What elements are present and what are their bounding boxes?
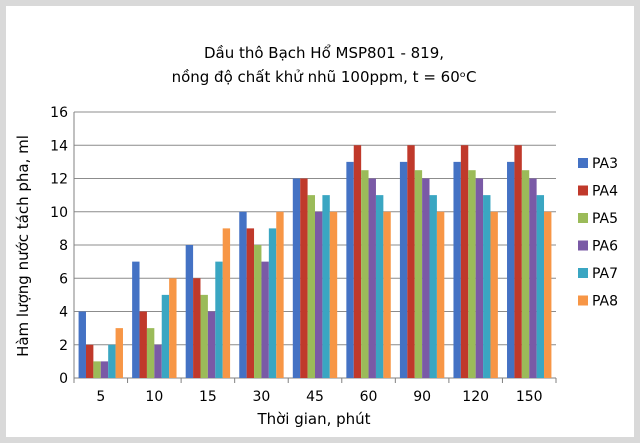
x-tick-label: 150 <box>516 389 543 405</box>
y-axis-label: Hàm lượng nước tách pha, ml <box>14 135 32 357</box>
bar-PA5-60 <box>361 170 369 378</box>
x-tick-label: 90 <box>413 389 431 405</box>
bar-PA3-10 <box>132 261 140 378</box>
bar-PA4-120 <box>460 145 469 378</box>
bars-layer <box>78 145 552 378</box>
bar-PA4-30 <box>246 228 255 378</box>
legend-swatch-PA6 <box>578 240 588 251</box>
legend-label-PA6: PA6 <box>592 239 618 255</box>
bar-PA6-15 <box>207 311 216 378</box>
bar-PA3-120 <box>453 161 461 378</box>
bar-PA5-10 <box>146 328 155 378</box>
bar-PA4-90 <box>407 145 415 378</box>
legend-swatch-PA7 <box>578 268 588 278</box>
y-tick-label: 6 <box>59 271 68 287</box>
bar-PA5-5 <box>93 361 101 378</box>
bar-PA8-30 <box>276 211 284 378</box>
x-tick-label: 5 <box>96 389 105 405</box>
x-tick-label: 10 <box>145 389 163 405</box>
legend-label-PA4: PA4 <box>592 184 618 200</box>
bar-PA8-120 <box>490 211 498 378</box>
y-tick-label: 4 <box>59 305 68 321</box>
bar-PA5-45 <box>307 195 315 378</box>
legend-label-PA5: PA5 <box>592 211 618 227</box>
x-tick-label: 60 <box>360 389 378 405</box>
bar-PA8-5 <box>115 328 123 378</box>
y-tick-label: 2 <box>59 338 68 354</box>
x-tick-labels: 5 10 15 30 45 60 90 120 150 <box>96 389 542 405</box>
bar-PA5-150 <box>521 170 530 378</box>
y-tick-label: 16 <box>50 105 68 121</box>
bar-PA6-150 <box>529 178 537 378</box>
x-tick-label: 30 <box>253 389 271 405</box>
bar-PA6-45 <box>315 211 323 378</box>
y-tick-labels: 0 2 4 6 8 10 12 14 16 <box>50 105 68 387</box>
y-tick-label: 0 <box>59 371 68 387</box>
bar-PA6-30 <box>261 261 269 378</box>
legend-swatch-PA8 <box>578 295 588 306</box>
bar-PA7-5 <box>108 344 116 378</box>
chart-title-line-1: Dầu thô Bạch Hổ MSP801 - 819, <box>204 44 444 62</box>
bar-PA8-15 <box>222 228 231 378</box>
x-tick-label: 45 <box>306 389 324 405</box>
bar-PA8-45 <box>329 211 338 378</box>
bar-PA8-10 <box>169 278 177 378</box>
bar-PA5-90 <box>414 170 423 378</box>
bar-PA7-150 <box>536 195 545 378</box>
y-tick-label: 10 <box>50 205 68 221</box>
bar-PA3-5 <box>78 311 86 378</box>
legend-swatch-PA3 <box>578 158 588 168</box>
bar-PA4-60 <box>353 145 362 378</box>
y-tick-label: 14 <box>50 138 68 154</box>
bar-PA4-45 <box>300 178 308 378</box>
bar-PA5-30 <box>254 245 262 378</box>
bar-PA7-60 <box>375 195 384 378</box>
bar-PA6-90 <box>422 178 430 378</box>
bar-PA7-90 <box>429 195 437 378</box>
bar-PA7-15 <box>215 261 223 378</box>
bar-PA8-60 <box>383 211 391 378</box>
bar-PA4-15 <box>193 278 201 378</box>
legend: PA3 PA4 PA5 PA6 PA7 PA8 <box>578 156 618 310</box>
chart-frame: Dầu thô Bạch Hổ MSP801 - 819, nồng độ ch… <box>6 6 634 437</box>
bar-PA3-60 <box>346 161 354 378</box>
bar-PA5-120 <box>468 170 476 378</box>
bar-PA8-90 <box>436 211 445 378</box>
chart-title-line-2: nồng độ chất khử nhũ 100ppm, t = 60ᵒC <box>172 68 477 86</box>
bar-PA3-15 <box>185 245 194 378</box>
bar-PA6-5 <box>100 361 109 378</box>
bar-PA4-10 <box>139 311 147 378</box>
bar-PA7-120 <box>483 195 491 378</box>
x-tick-label: 120 <box>462 389 489 405</box>
bar-PA6-10 <box>154 344 162 378</box>
bar-PA8-150 <box>544 211 552 378</box>
chart-svg: Dầu thô Bạch Hổ MSP801 - 819, nồng độ ch… <box>14 44 618 428</box>
bar-PA7-10 <box>161 294 170 378</box>
y-tick-label: 8 <box>59 238 68 254</box>
legend-label-PA3: PA3 <box>592 156 618 172</box>
bar-PA6-60 <box>368 178 376 378</box>
bar-PA6-120 <box>475 178 484 378</box>
x-axis-label: Thời gian, phút <box>256 410 370 428</box>
legend-label-PA7: PA7 <box>592 266 618 282</box>
bar-PA4-5 <box>85 344 94 378</box>
x-tick-label: 15 <box>199 389 217 405</box>
bar-PA3-150 <box>507 161 515 378</box>
bar-PA5-15 <box>200 294 208 378</box>
bar-PA3-30 <box>239 211 247 378</box>
y-tick-label: 12 <box>50 172 68 188</box>
legend-label-PA8: PA8 <box>592 294 618 310</box>
bar-PA3-45 <box>292 178 301 378</box>
bar-PA4-150 <box>514 145 522 378</box>
legend-swatch-PA5 <box>578 213 588 223</box>
bar-PA7-30 <box>268 228 277 378</box>
bar-PA3-90 <box>399 161 408 378</box>
legend-swatch-PA4 <box>578 185 588 196</box>
bar-PA7-45 <box>322 195 330 378</box>
